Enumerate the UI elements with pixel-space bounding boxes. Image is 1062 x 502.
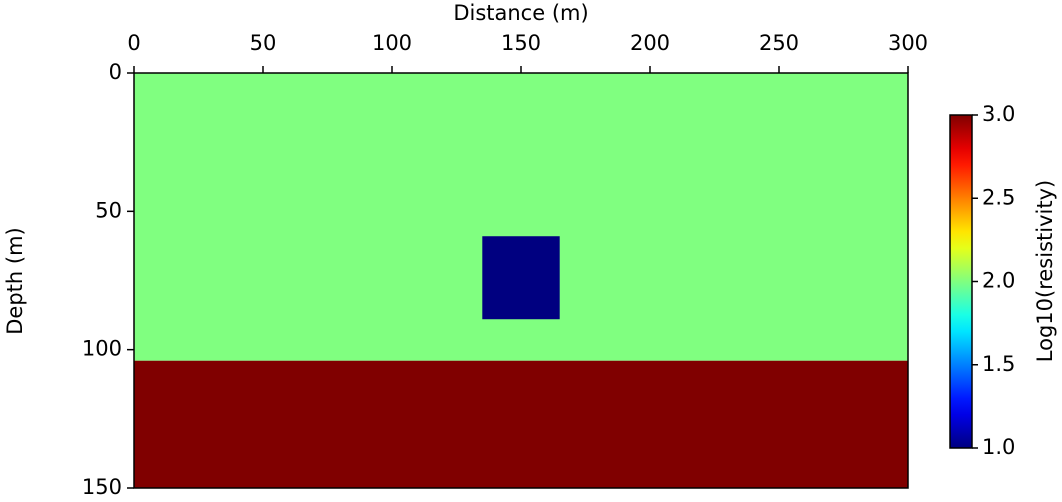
colorbar — [949, 114, 973, 449]
x-tick-label: 200 — [630, 31, 670, 55]
y-axis-label: Depth (m) — [3, 227, 27, 334]
x-tick-label: 150 — [501, 31, 541, 55]
y-tick-label: 150 — [82, 475, 122, 499]
region — [482, 236, 560, 320]
colorbar-tick-label: 2.5 — [982, 185, 1015, 209]
y-tick-label: 0 — [109, 60, 122, 84]
x-tick-label: 250 — [759, 31, 799, 55]
y-tick-label: 100 — [82, 337, 122, 361]
y-tick-label: 50 — [95, 198, 122, 222]
colorbar-tick-label: 2.0 — [982, 269, 1015, 293]
region — [134, 360, 908, 488]
x-tick-label: 100 — [372, 31, 412, 55]
x-tick-label: 300 — [888, 31, 928, 55]
x-tick-label: 50 — [250, 31, 277, 55]
x-axis-label: Distance (m) — [453, 1, 588, 25]
colorbar-tick-label: 3.0 — [982, 102, 1015, 126]
colorbar-label: Log10(resistivity) — [1033, 180, 1057, 362]
colorbar-tick-label: 1.0 — [982, 435, 1015, 459]
colorbar-tick-label: 1.5 — [982, 352, 1015, 376]
x-tick-label: 0 — [127, 31, 140, 55]
